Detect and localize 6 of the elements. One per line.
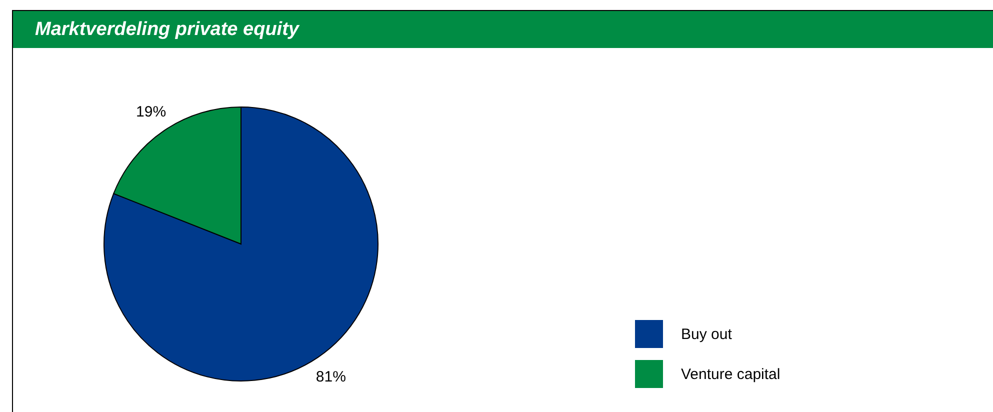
pie-slice [104, 106, 378, 382]
legend-label: Buy out [681, 326, 733, 343]
legend-label: Venture capital [681, 366, 780, 383]
data-label: 81% [316, 368, 346, 386]
chart-title: Marktverdeling private equity [13, 11, 993, 48]
data-label: 19% [136, 104, 166, 121]
